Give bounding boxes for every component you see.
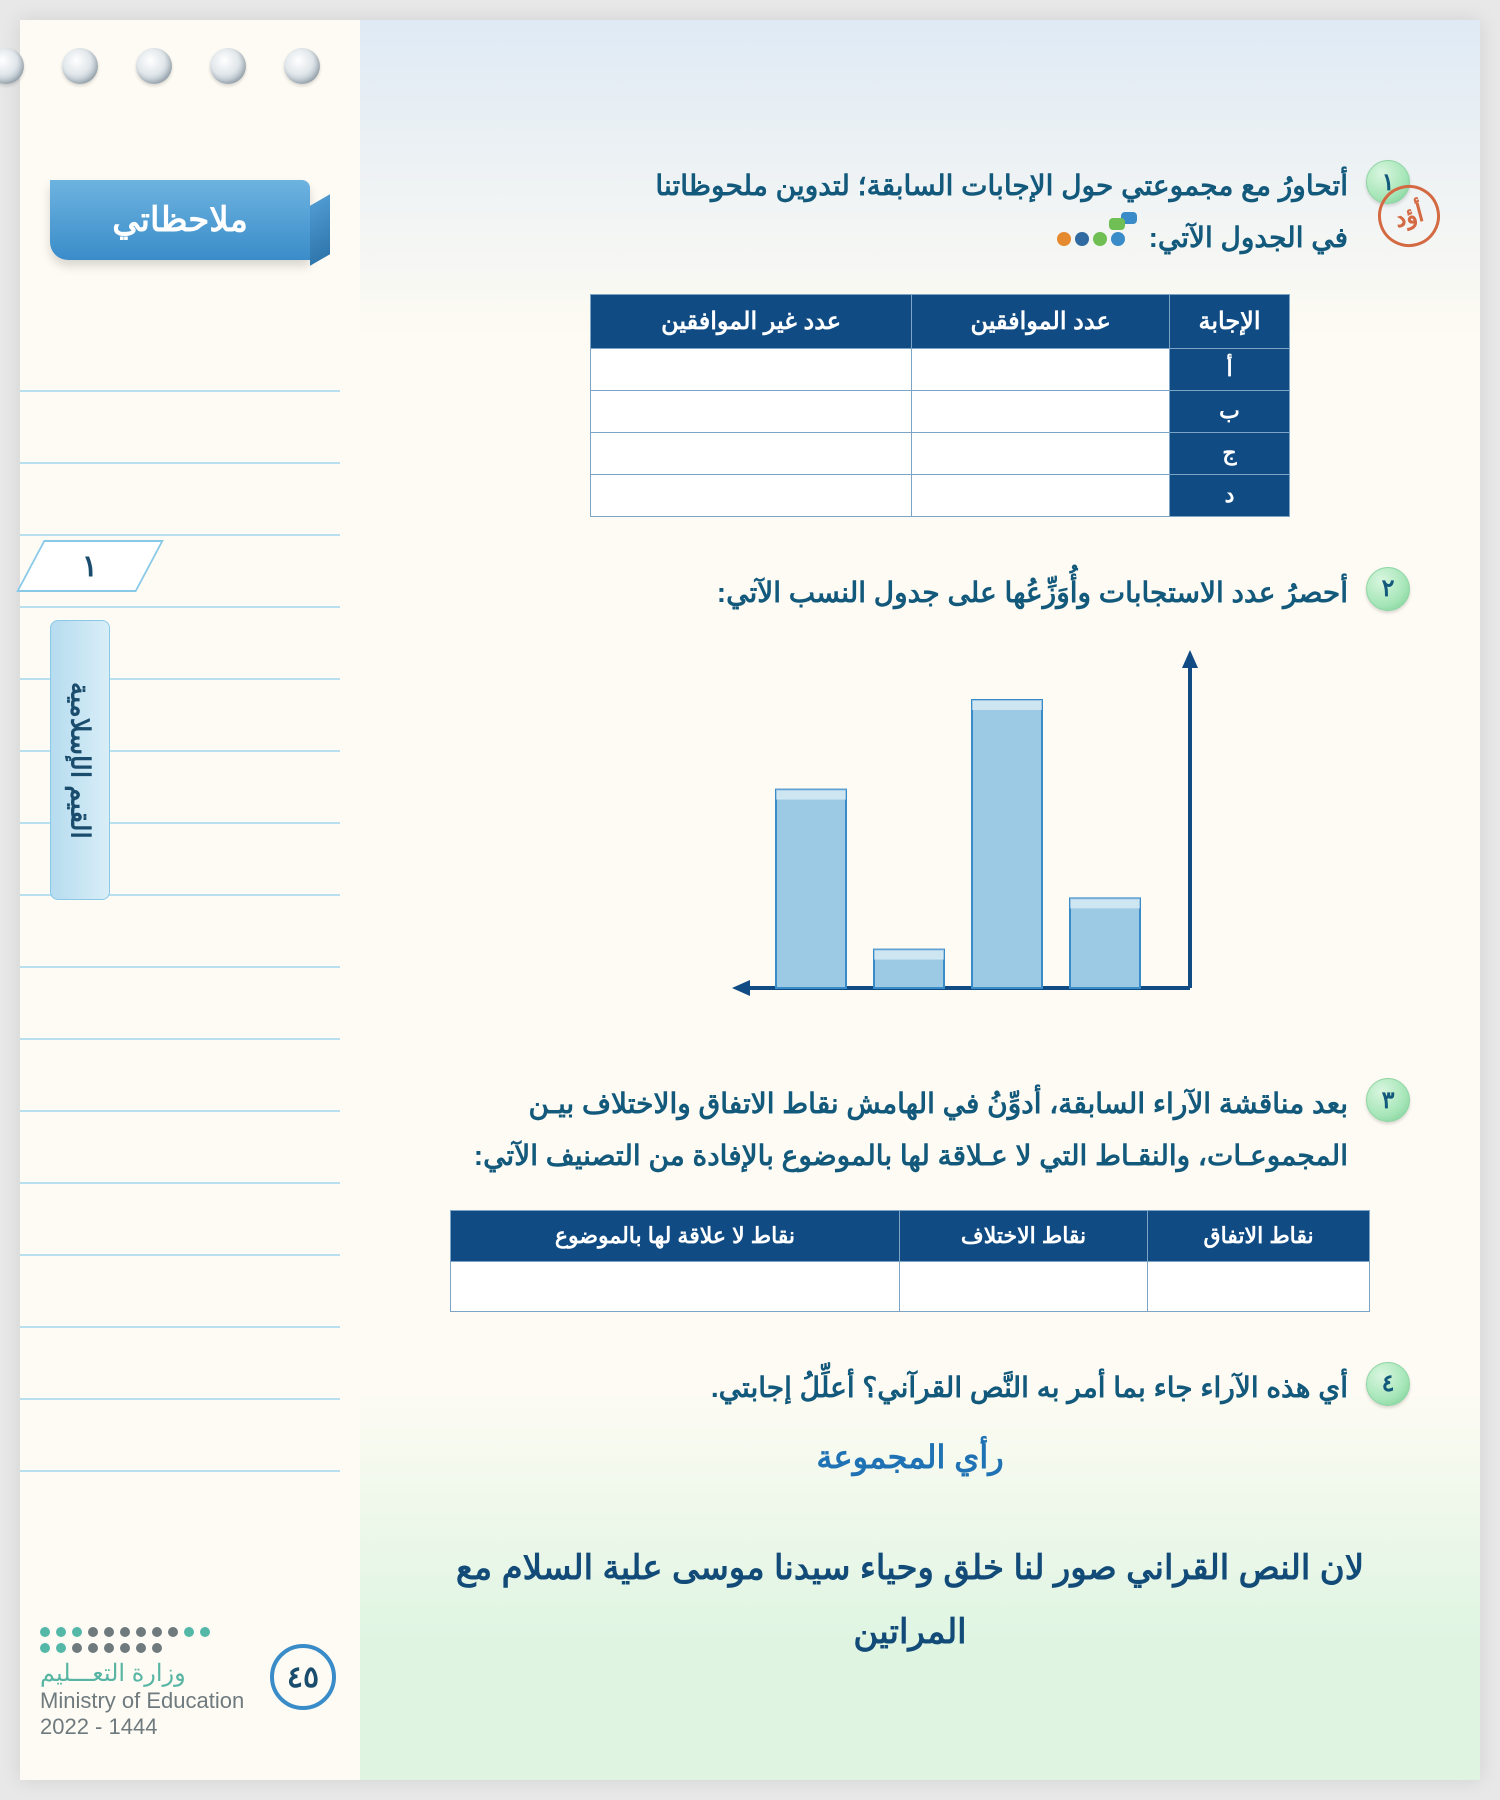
page: ملاحظاتي ١ القيم الإسلامية ٤٥ وزارة التع… (20, 20, 1480, 1780)
t1-r3: ج (1170, 432, 1290, 474)
group-opinion-heading: رأي المجموعة (410, 1438, 1410, 1476)
moe-logo-icon (40, 1627, 220, 1653)
t1-h3: عدد غير الموافقين (591, 294, 912, 348)
notes-tab: ملاحظاتي (50, 180, 310, 260)
q1-text: أتحاورُ مع مجموعتي حول الإجابات السابقة؛… (410, 160, 1348, 264)
ministry-en: Ministry of Education (40, 1688, 244, 1714)
ministry-ar: وزارة التعـــليم (40, 1659, 244, 1688)
group-opinion-answer: لان النص القراني صور لنا خلق وحياء سيدنا… (410, 1536, 1410, 1665)
t1-r4: د (1170, 474, 1290, 516)
q3-number: ٣ (1366, 1078, 1410, 1122)
binder-holes (0, 48, 320, 84)
subject-tab: القيم الإسلامية (50, 620, 110, 900)
question-1: ١ أتحاورُ مع مجموعتي حول الإجابات السابق… (410, 160, 1410, 517)
question-2: ٢ أحصرُ عدد الاستجابات وأُوَزِّعُها على … (410, 567, 1410, 1029)
q4-text: أي هذه الآراء جاء بما أمر به النَّص القر… (410, 1362, 1348, 1414)
t2-h1: نقاط الاتفاق (1148, 1210, 1370, 1261)
q3-table: نقاط الاتفاق نقاط الاختلاف نقاط لا علاقة… (450, 1210, 1370, 1312)
main-content: أؤد ١ أتحاورُ مع مجموعتي حول الإجابات ال… (360, 20, 1480, 1780)
q3-text: بعد مناقشة الآراء السابقة، أدوِّنُ في ال… (410, 1078, 1348, 1182)
q2-bar-chart (690, 648, 1210, 1028)
q1-table: الإجابة عدد الموافقين عدد غير الموافقين … (590, 294, 1290, 517)
t1-h1: الإجابة (1170, 294, 1290, 348)
sidebar: ملاحظاتي ١ القيم الإسلامية ٤٥ وزارة التع… (20, 20, 360, 1780)
page-number: ٤٥ (270, 1644, 336, 1710)
q2-number: ٢ (1366, 567, 1410, 611)
people-icon (1057, 232, 1133, 246)
year: 2022 - 1444 (40, 1714, 244, 1740)
t1-r1: أ (1170, 348, 1290, 390)
q4-number: ٤ (1366, 1362, 1410, 1406)
footer: وزارة التعـــليم Ministry of Education 2… (40, 1627, 244, 1740)
t2-h3: نقاط لا علاقة لها بالموضوع (451, 1210, 900, 1261)
question-4: ٤ أي هذه الآراء جاء بما أمر به النَّص ال… (410, 1362, 1410, 1665)
q2-text: أحصرُ عدد الاستجابات وأُوَزِّعُها على جد… (410, 567, 1348, 619)
question-3: ٣ بعد مناقشة الآراء السابقة، أدوِّنُ في … (410, 1078, 1410, 1312)
sidebar-rule-lines (20, 320, 340, 1480)
t1-h2: عدد الموافقين (912, 294, 1170, 348)
t2-h2: نقاط الاختلاف (899, 1210, 1147, 1261)
t1-r2: ب (1170, 390, 1290, 432)
